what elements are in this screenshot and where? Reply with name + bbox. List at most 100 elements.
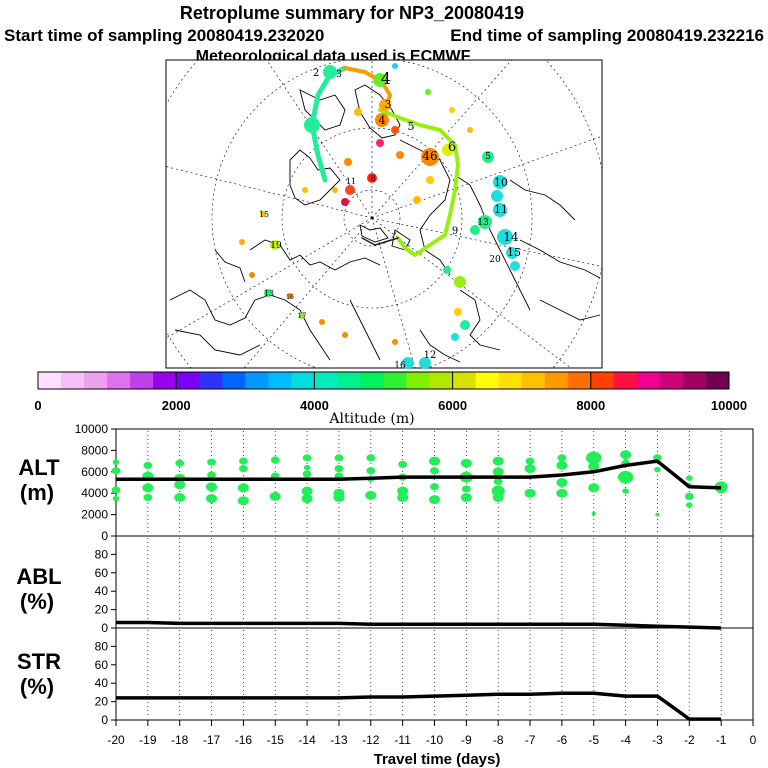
end-time-label: End time of sampling 20080419.232216 [450, 26, 764, 45]
x-tick-label: -14 [298, 733, 316, 747]
altitude-particle-point [334, 454, 344, 462]
altitude-particle-point [239, 464, 248, 473]
y-tick-label: 2000 [81, 508, 108, 522]
y-tick-label: 8000 [81, 443, 108, 457]
altitude-particle-point [365, 490, 377, 500]
y-tick-label: 80 [95, 639, 109, 653]
altitude-particle-point [301, 486, 313, 496]
altitude-particle-point [430, 483, 439, 491]
colorbar-cell [544, 372, 569, 389]
colorbar-cell [176, 372, 200, 389]
y-tick-label: 6000 [81, 465, 108, 479]
altitude-particle-point [237, 496, 249, 506]
x-tick-label: -18 [171, 733, 189, 747]
altitude-particle-point [269, 491, 281, 501]
altitude-particle-point [237, 483, 249, 493]
altitude-particle-point [588, 483, 600, 493]
colorbar-cell [452, 372, 477, 389]
alt-panel-unit: (m) [20, 480, 54, 505]
altitude-particle-point [302, 454, 312, 462]
colorbar-cell [590, 372, 615, 389]
colorbar-cells [38, 372, 730, 389]
x-tick-label: -9 [461, 733, 472, 747]
altitude-particle-point [397, 486, 409, 496]
colorbar-cell [613, 372, 638, 389]
y-tick-label: 0 [101, 529, 108, 543]
altitude-particle-point [430, 467, 439, 475]
colorbar-tick-label: 6000 [438, 398, 467, 413]
altitude-particle-point [557, 454, 567, 462]
x-tick-label: -20 [107, 733, 125, 747]
coastlines [169, 84, 601, 363]
altitude-particle-point [524, 464, 536, 474]
altitude-particle-point [334, 464, 344, 473]
altitude-particle-point [686, 502, 693, 508]
altitude-particle-point [429, 456, 440, 466]
colorbar-cell [659, 372, 684, 389]
colorbar-cell [291, 372, 315, 389]
altitude-particle-point [556, 478, 568, 487]
str-line [116, 691, 722, 721]
altitude-particle-point [492, 467, 504, 477]
altitude-particle-point [303, 464, 311, 471]
colorbar-cell [475, 372, 500, 389]
x-tick-label: -1 [716, 733, 727, 747]
map-day-label: 46 [422, 149, 437, 163]
altitude-particle-point [461, 485, 471, 493]
map-day-label: 13 [477, 218, 489, 228]
polar-map: 2 4 3 3 4 5 6 46 5 10 11 14 15 9 20 12 16 13 8 11 15 19 13 17 16 [165, 59, 603, 371]
altitude-particle-point [654, 466, 661, 473]
map-day-label: 13 [264, 289, 274, 298]
colorbar-cell [406, 372, 431, 389]
time-series-panels: ALT (m) ABL (%) STR (%) 0200040006000800… [16, 422, 756, 768]
altitude-particle-point [174, 480, 186, 490]
colorbar-cell [360, 372, 384, 389]
y-tick-label: 80 [95, 547, 109, 561]
altitude-particle-point [143, 461, 153, 469]
map-day-label: 10 [494, 176, 508, 189]
y-tick-label: 0 [101, 621, 108, 635]
y-tick-label: 4000 [81, 486, 108, 500]
x-tick-label: -17 [203, 733, 221, 747]
map-day-label: 19 [270, 241, 282, 251]
y-tick-label: 40 [95, 584, 109, 598]
y-tick-label: 60 [95, 566, 109, 580]
colorbar-cell [38, 372, 62, 389]
plume-markers [239, 63, 520, 369]
start-time-label: Start time of sampling 20080419.232020 [4, 26, 324, 45]
altitude-particle-point [207, 458, 216, 466]
colorbar-cell [61, 372, 85, 389]
altitude-particle-point [397, 492, 409, 502]
str-chart: 0 20 40 60 80 [95, 630, 722, 727]
altitude-particle-point [206, 494, 218, 504]
altitude-particle-point [206, 482, 218, 492]
colorbar-cell [107, 372, 131, 389]
altitude-particle-point [588, 461, 600, 471]
map-day-label: 16 [394, 361, 406, 371]
colorbar-cell [383, 372, 408, 389]
altitude-particle-point [175, 459, 185, 467]
map-day-label: 2 [313, 68, 319, 79]
colorbar-ticks: 0 2000 4000 6000 8000 10000 [34, 372, 747, 413]
colorbar-cell [314, 372, 338, 389]
x-tick-label: 0 [750, 733, 757, 747]
map-day-label: 11 [494, 203, 508, 216]
altitude-particle-point [143, 493, 153, 502]
x-tick-label: -13 [330, 733, 348, 747]
y-tick-label: 40 [95, 676, 109, 690]
altitude-particle-point [524, 488, 536, 498]
x-tick-label: -3 [652, 733, 663, 747]
altitude-particle-point [174, 492, 186, 502]
altitude-particle-point [492, 456, 504, 466]
altitude-particle-point [556, 460, 568, 470]
altitude-particle-point [684, 492, 694, 501]
altitude-particle-point [622, 488, 629, 494]
colorbar-cell [682, 372, 707, 389]
x-tick-label: -10 [426, 733, 444, 747]
x-tick-label: -7 [525, 733, 536, 747]
altitude-particle-point [111, 467, 121, 475]
map-day-label: 14 [503, 230, 519, 244]
map-day-label: 9 [452, 226, 458, 237]
map-day-label: 5 [485, 152, 491, 162]
colorbar-cell [153, 372, 177, 389]
